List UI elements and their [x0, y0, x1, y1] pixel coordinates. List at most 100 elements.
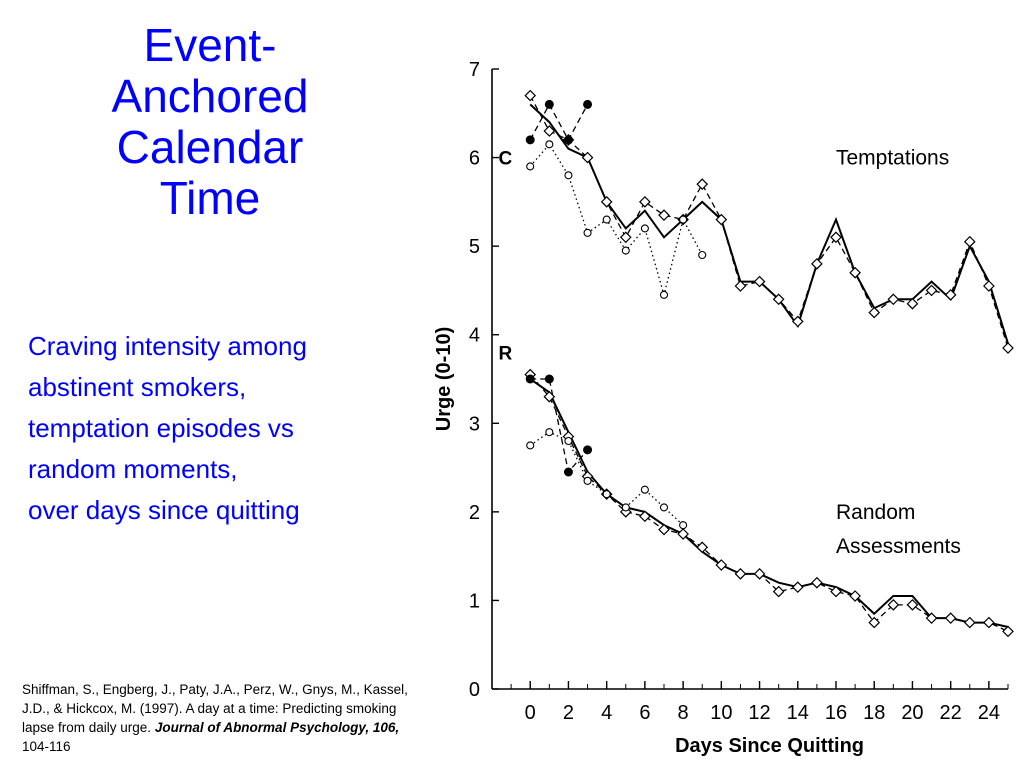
data-point	[524, 89, 537, 102]
data-point	[564, 171, 573, 180]
x-tick-label: 14	[787, 702, 809, 724]
series-line	[529, 374, 1009, 632]
data-point	[677, 528, 689, 540]
x-tick-label: 8	[678, 702, 689, 724]
series-C-solid	[529, 103, 1009, 344]
data-point	[658, 523, 670, 536]
series-line	[529, 143, 703, 298]
data-point	[734, 280, 747, 292]
x-tick-label: 4	[601, 702, 612, 724]
data-point	[526, 441, 535, 450]
x-tick-label: 10	[710, 702, 732, 724]
data-point	[698, 250, 707, 260]
series-R-dashed	[524, 368, 1014, 638]
y-tick-label: 0	[469, 679, 480, 701]
y-tick-label: 6	[469, 148, 480, 170]
data-point	[944, 612, 957, 624]
series-line	[529, 103, 1009, 344]
series-line	[529, 431, 684, 526]
x-tick-label: 12	[748, 702, 770, 724]
title-line: Calendar	[116, 121, 304, 173]
series-line	[529, 103, 589, 142]
x-tick-label: 20	[901, 702, 923, 724]
chart-annotation: Temptations	[836, 147, 949, 170]
y-tick-label: 3	[469, 413, 480, 435]
y-tick-label: 7	[469, 59, 480, 81]
data-point	[925, 284, 938, 297]
data-point	[791, 581, 804, 593]
data-point	[772, 293, 785, 306]
citation-journal: Journal of Abnormal Psychology, 106,	[154, 720, 400, 735]
data-point	[772, 585, 785, 598]
data-point	[583, 476, 592, 485]
data-point	[583, 228, 592, 237]
series-R-solid	[529, 378, 1009, 628]
series-R-dashed	[525, 374, 593, 477]
data-point	[639, 510, 651, 523]
title-line: Event-	[143, 19, 277, 71]
y-tick-label: 4	[469, 325, 480, 347]
title-line: Anchored	[111, 70, 309, 122]
series-line	[529, 378, 1009, 628]
subtitle-line: temptation episodes vs	[28, 413, 294, 443]
x-tick-label: 2	[563, 702, 574, 724]
data-point	[868, 306, 881, 319]
data-point	[640, 485, 649, 494]
data-point	[753, 275, 766, 288]
data-point	[811, 258, 823, 270]
data-point	[983, 616, 995, 629]
data-point	[639, 196, 651, 208]
data-point	[963, 616, 976, 629]
data-point	[525, 374, 535, 384]
data-point	[849, 266, 861, 279]
series-C-dashed	[524, 89, 1014, 354]
data-point	[944, 289, 957, 301]
data-point	[602, 215, 611, 224]
data-point	[868, 616, 881, 629]
data-point	[679, 521, 688, 530]
y-axis-title: Urge (0-10)	[433, 327, 455, 431]
data-point	[602, 490, 611, 499]
data-point	[1002, 342, 1014, 354]
data-point	[887, 599, 900, 611]
series-R-dotted	[526, 428, 688, 530]
citation-pages: 104-116	[22, 739, 71, 754]
data-point	[925, 612, 938, 624]
data-point	[621, 246, 630, 255]
data-point	[525, 135, 535, 145]
subtitle-line: Craving intensity among	[28, 331, 307, 361]
data-point	[887, 293, 900, 306]
data-point	[526, 162, 535, 171]
data-point	[563, 467, 573, 477]
data-point	[830, 231, 842, 244]
data-point	[696, 178, 709, 190]
data-point	[811, 576, 823, 589]
x-tick-label: 0	[525, 702, 536, 724]
data-point	[906, 599, 919, 611]
data-point	[544, 374, 554, 384]
slide-title: Event- Anchored Calendar Time	[20, 20, 400, 224]
data-point	[791, 315, 804, 328]
data-point	[679, 215, 688, 224]
x-tick-label: 6	[639, 702, 650, 724]
panel-label: C	[499, 149, 513, 170]
data-point	[659, 290, 669, 299]
data-point	[658, 209, 670, 221]
data-point	[734, 568, 747, 580]
citation: Shiffman, S., Engberg, J., Paty, J.A., P…	[22, 680, 412, 756]
series-C-dotted	[526, 140, 707, 299]
y-tick-label: 2	[469, 502, 480, 524]
data-point	[1002, 625, 1014, 638]
title-line: Time	[159, 172, 261, 224]
data-point	[583, 99, 593, 109]
subtitle-line: over days since quitting	[28, 495, 300, 525]
data-point	[600, 196, 613, 208]
data-point	[830, 585, 842, 598]
data-point	[640, 224, 649, 233]
data-point	[619, 231, 632, 244]
x-tick-label: 18	[863, 702, 885, 724]
data-point	[963, 235, 976, 248]
data-point	[581, 151, 594, 164]
x-tick-label: 16	[825, 702, 847, 724]
